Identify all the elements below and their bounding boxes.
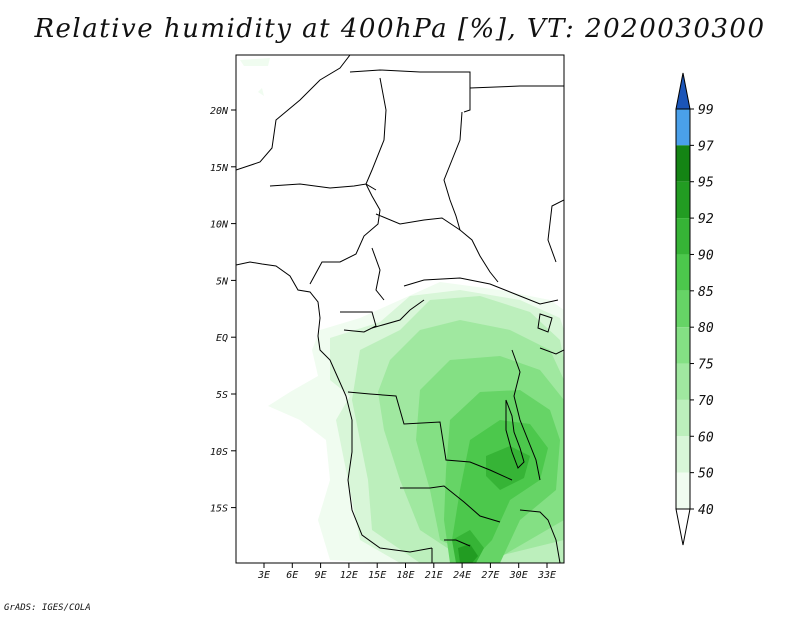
border-line	[443, 111, 499, 283]
lon-tick-label: 33E	[537, 570, 556, 581]
lon-tick-label: 15E	[368, 570, 386, 581]
border-line	[539, 347, 564, 355]
border-line	[547, 199, 564, 263]
lat-tick-label: 15N	[210, 163, 229, 174]
lon-tick-label: 18E	[396, 570, 414, 581]
rh-90-area	[452, 446, 530, 563]
border-line	[347, 391, 513, 481]
lon-tick-label: 9E	[315, 570, 327, 581]
lon-tick-label: 24E	[453, 570, 471, 581]
lon-tick-label: 3E	[257, 570, 270, 581]
lat-tick-label: EQ	[216, 333, 228, 344]
border-line	[236, 55, 351, 171]
border-line	[511, 349, 541, 481]
lake-outline	[537, 313, 553, 333]
lake-outline	[505, 399, 525, 469]
credit-label: GrADS: IGES/COLA	[4, 603, 91, 613]
humidity-shading	[240, 58, 564, 563]
map-boundaries	[236, 55, 564, 563]
border-line	[371, 247, 385, 301]
lon-tick-label: 6E	[286, 570, 298, 581]
lon-tick-label: 27E	[481, 570, 499, 581]
lat-tick-label: 5S	[216, 390, 228, 401]
map-title: Relative humidity at 400hPa [%], VT: 202…	[34, 14, 766, 44]
lon-tick-label: 12E	[340, 570, 358, 581]
border-line	[340, 311, 377, 333]
lat-tick-label: 10S	[210, 447, 228, 458]
lat-tick-label: 15S	[210, 504, 228, 515]
border-line	[469, 85, 564, 89]
coastline	[236, 261, 433, 553]
map-frame	[235, 54, 565, 564]
rh-92-area	[458, 544, 478, 563]
border-line	[349, 69, 471, 113]
lon-tick-label: 21E	[425, 570, 443, 581]
lat-tick-label: 5N	[216, 276, 229, 287]
border-line	[403, 277, 559, 305]
border-line	[365, 77, 387, 191]
border-line	[269, 183, 381, 285]
lat-tick-label: 20N	[210, 106, 229, 117]
longitude-axis: 3E 6E 9E 12E 15E 18E 21E 24E 27E 30E 33E	[257, 563, 556, 581]
latitude-axis: 20N 15N 10N 5N EQ 5S 10S 15S	[210, 106, 236, 515]
border-line	[400, 485, 501, 523]
border-line	[431, 539, 471, 563]
lon-tick-label: 30E	[509, 570, 528, 581]
lat-tick-label: 10N	[210, 220, 229, 231]
rh-40-north-area	[240, 58, 270, 96]
border-line	[519, 509, 561, 563]
border-line	[375, 213, 461, 231]
border-line	[371, 299, 425, 329]
